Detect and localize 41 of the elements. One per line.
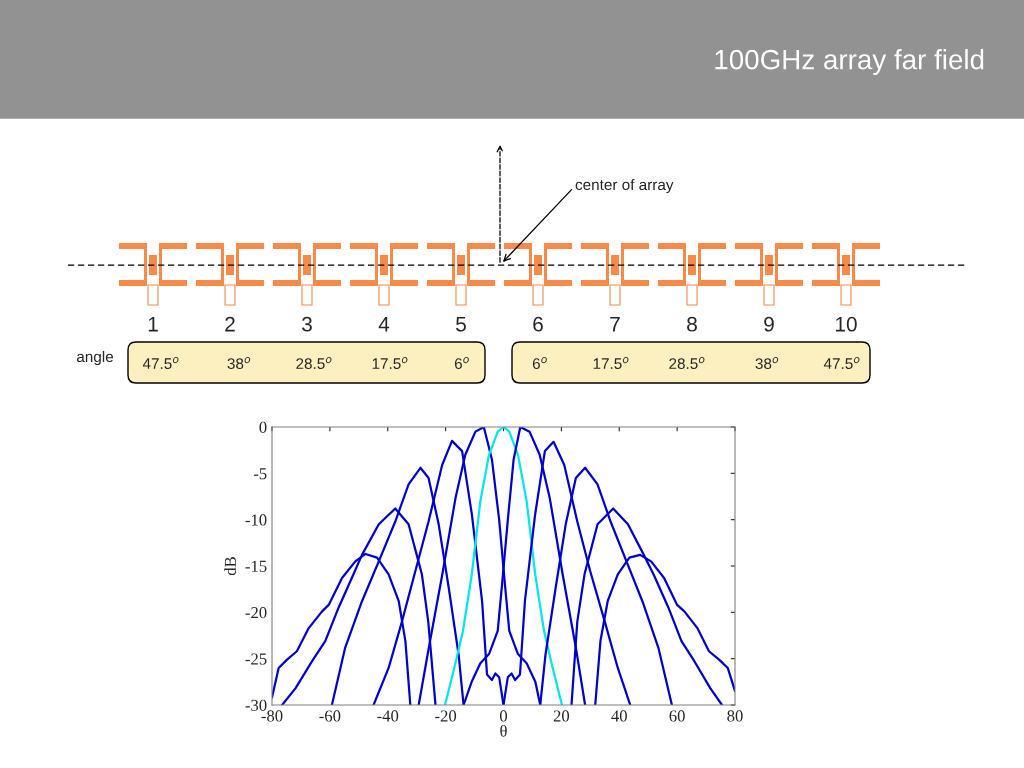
x-tick-label: 80 (727, 710, 743, 722)
text: 38$^{o}$ (227, 357, 251, 370)
text: 17.5$^{o}$ (593, 357, 629, 370)
text: 28.5$^{o}$ (669, 357, 705, 370)
text: 5 (456, 317, 466, 332)
text: center of array (575, 178, 674, 194)
x-tick-label: -40 (377, 710, 399, 722)
y-tick-label: -5 (253, 468, 267, 480)
text: 8 (687, 316, 697, 332)
y-tick-label: -15 (245, 560, 267, 572)
text: 10 (836, 316, 857, 332)
x-tick-label: -80 (261, 710, 283, 722)
x-tick-label: -20 (435, 710, 457, 722)
text: 28.5$^{o}$ (296, 357, 332, 370)
text: 17.5$^{o}$ (372, 357, 408, 370)
x-tick-label: -60 (319, 710, 341, 722)
text: 4 (378, 317, 390, 332)
text: 47.5$^{o}$ (823, 357, 860, 370)
y-axis-title: dB (224, 557, 236, 576)
text: angle (76, 350, 114, 366)
y-tick-label: -10 (245, 514, 267, 526)
x-tick-label: 40 (611, 710, 627, 722)
x-tick-label: 60 (669, 710, 685, 722)
x-axis-title: θ (500, 724, 507, 737)
text: 1 (148, 317, 158, 332)
text: 47.5$^{o}$ (142, 357, 179, 370)
text: 3 (302, 316, 312, 332)
text: 6 (533, 316, 543, 332)
text: 100GHz array far field (715, 49, 984, 75)
text: 6$^{o}$ (532, 357, 547, 370)
text: 2 (225, 316, 235, 332)
y-tick-label: 0 (259, 421, 267, 433)
x-tick-label: 20 (553, 710, 570, 722)
y-tick-label: -20 (245, 607, 267, 619)
text: 9 (764, 316, 774, 332)
y-tick-label: -30 (245, 699, 267, 711)
text: 38$^{o}$ (755, 357, 779, 370)
x-tick-label: 0 (499, 710, 508, 722)
text: 7 (610, 317, 620, 332)
y-tick-label: -25 (245, 653, 267, 665)
text: 6$^{o}$ (454, 357, 469, 370)
